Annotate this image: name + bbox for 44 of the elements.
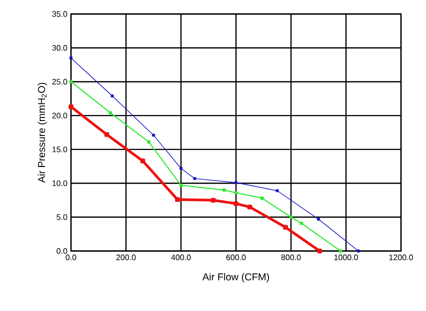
y-tick-label: 35.0 bbox=[52, 11, 68, 17]
point bbox=[247, 204, 252, 210]
point bbox=[70, 56, 72, 60]
y-tick-label: 5.0 bbox=[56, 214, 68, 220]
point bbox=[289, 215, 293, 219]
point bbox=[300, 222, 304, 225]
x-tick-label: 1200.0 bbox=[389, 254, 413, 260]
x-tick-label: 800.0 bbox=[281, 254, 301, 260]
point bbox=[152, 134, 155, 137]
x-tick-label: 1000.0 bbox=[334, 254, 358, 260]
x-tick-label: 0.0 bbox=[66, 254, 76, 260]
y-axis-title: Air Pressure (mmH$_{2}$O) bbox=[38, 82, 48, 183]
point bbox=[68, 104, 74, 110]
point bbox=[140, 158, 146, 164]
point bbox=[260, 196, 264, 200]
point bbox=[283, 224, 288, 230]
point bbox=[317, 248, 322, 254]
y-tick-label: 0.0 bbox=[56, 248, 68, 254]
point bbox=[234, 191, 238, 194]
point bbox=[234, 181, 238, 184]
y-tick-label: 10.0 bbox=[52, 180, 68, 186]
y-tick-label: 25.0 bbox=[52, 78, 68, 85]
y-tick-label: 30.0 bbox=[52, 45, 68, 51]
point bbox=[234, 201, 238, 206]
point bbox=[108, 111, 112, 115]
y-tick-label: 15.0 bbox=[52, 146, 68, 152]
point bbox=[110, 94, 114, 98]
point bbox=[317, 218, 320, 221]
point bbox=[179, 184, 183, 187]
point bbox=[210, 198, 216, 203]
point bbox=[69, 80, 73, 84]
x-tick-label: 600.0 bbox=[226, 254, 246, 260]
point bbox=[356, 250, 360, 252]
point bbox=[175, 197, 180, 202]
x-tick-label: 200.0 bbox=[116, 254, 136, 260]
x-tick-label: 400.0 bbox=[171, 254, 191, 260]
x-axis-title: Air Flow (CFM) bbox=[202, 273, 269, 282]
point bbox=[338, 249, 342, 253]
y-tick-label: 20.0 bbox=[52, 112, 68, 118]
point bbox=[222, 188, 226, 192]
point bbox=[180, 166, 182, 170]
point bbox=[193, 177, 196, 180]
point bbox=[104, 132, 110, 137]
point bbox=[147, 140, 150, 144]
